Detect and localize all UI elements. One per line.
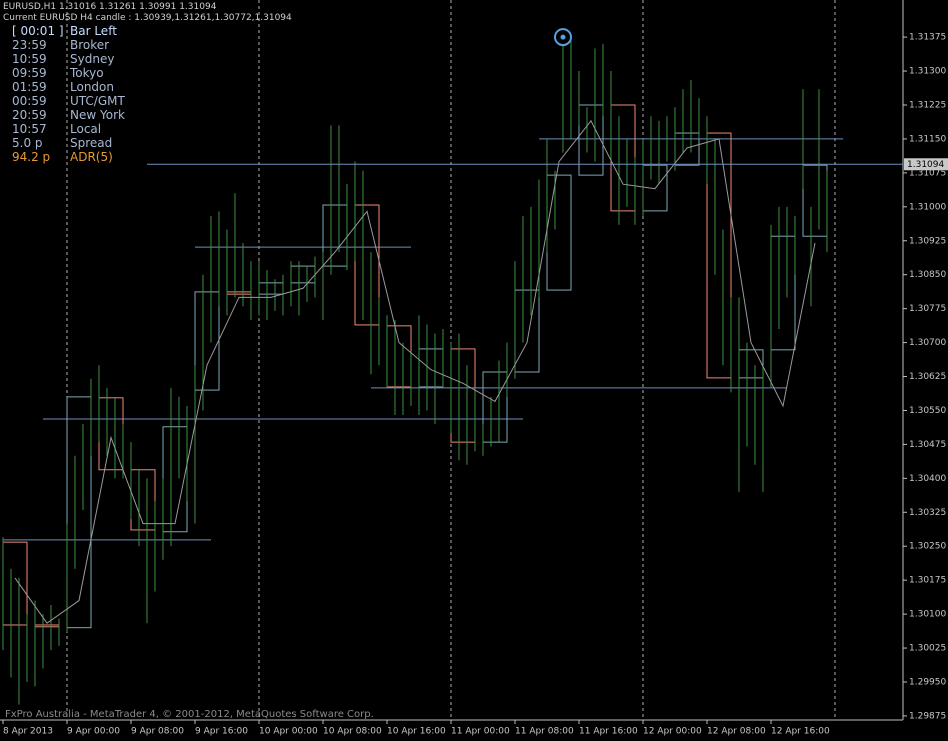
h4-candle <box>802 164 828 237</box>
y-tick-label: 1.30250 <box>909 542 946 552</box>
info-row: [ 00:01 ] Bar Left <box>12 24 125 38</box>
info-row: 10:57 Local <box>12 122 125 136</box>
x-tick-label: 11 Apr 16:00 <box>579 727 638 737</box>
info-label: UTC/GMT <box>70 94 125 108</box>
x-tick-label: 10 Apr 00:00 <box>259 727 318 737</box>
y-tick-label: 1.30475 <box>909 440 946 450</box>
info-label: London <box>70 80 114 94</box>
y-tick-label: 1.29950 <box>909 677 946 687</box>
x-tick-label: 9 Apr 00:00 <box>67 727 120 737</box>
y-tick-label: 1.31000 <box>909 202 946 212</box>
h4-candle <box>674 132 700 166</box>
y-tick-label: 1.30100 <box>909 610 946 620</box>
h4-candle <box>610 104 636 212</box>
info-value: 20:59 <box>12 108 47 122</box>
h4-candle <box>578 104 604 176</box>
x-tick-label: 10 Apr 08:00 <box>323 727 382 737</box>
x-tick-label: 8 Apr 2013 <box>3 727 53 737</box>
y-tick-label: 1.30175 <box>909 576 946 586</box>
h4-candle <box>194 291 220 391</box>
header: EURUSD,H1 1.31016 1.31261 1.30991 1.3109… <box>3 2 292 24</box>
current-price-label: 1.31094 <box>907 160 944 170</box>
info-value: 10:59 <box>12 52 47 66</box>
x-tick-label: 11 Apr 08:00 <box>515 727 574 737</box>
info-row: 5.0 p Spread <box>12 136 125 150</box>
info-value: 01:59 <box>12 80 47 94</box>
y-tick-label: 1.30625 <box>909 372 946 382</box>
y-tick-label: 1.30775 <box>909 304 946 314</box>
info-row: 20:59 New York <box>12 108 125 122</box>
info-label: Local <box>70 122 102 136</box>
info-value: 00:59 <box>12 94 47 108</box>
x-tick-label: 10 Apr 16:00 <box>387 727 446 737</box>
info-row: 01:59 London <box>12 80 125 94</box>
info-label: Broker <box>70 38 110 52</box>
info-value: 10:57 <box>12 122 47 136</box>
x-tick-label: 9 Apr 08:00 <box>131 727 184 737</box>
x-tick-label: 12 Apr 00:00 <box>643 727 702 737</box>
info-panel: [ 00:01 ] Bar Left 23:59 Broker 10:59 Sydney 0… <box>12 24 125 164</box>
info-label: Bar Left <box>70 24 117 38</box>
h4-candle <box>706 132 732 379</box>
info-row: 09:59 Tokyo <box>12 66 125 80</box>
h4-candle <box>770 235 796 351</box>
info-row: 10:59 Sydney <box>12 52 125 66</box>
h4-candle <box>418 348 444 388</box>
info-value: [ 00:01 ] <box>12 24 64 38</box>
info-label: Tokyo <box>70 66 104 80</box>
copyright: FxPro Australia - MetaTrader 4, © 2001-2… <box>5 709 374 720</box>
info-row: 00:59 UTC/GMT <box>12 94 125 108</box>
y-tick-label: 1.30850 <box>909 270 946 280</box>
x-tick-label: 9 Apr 16:00 <box>195 727 248 737</box>
y-tick-label: 1.30400 <box>909 474 946 484</box>
h4-candle <box>162 426 188 533</box>
h4-candle <box>546 174 572 291</box>
info-value: 5.0 p <box>12 136 43 150</box>
h4-candle <box>450 348 476 443</box>
info-label: ADR(5) <box>70 150 113 164</box>
x-tick-label: 11 Apr 00:00 <box>451 727 510 737</box>
h4-candle <box>738 349 764 379</box>
h4-candle <box>258 282 284 295</box>
y-tick-label: 1.30025 <box>909 644 946 654</box>
h4-candle <box>482 371 508 443</box>
h4-candle <box>514 289 540 373</box>
info-label: Sydney <box>70 52 115 66</box>
h4-candle <box>322 204 348 267</box>
h4-candle <box>2 541 28 626</box>
y-tick-label: 1.31075 <box>909 168 946 178</box>
current-price-box <box>904 158 948 171</box>
y-tick-label: 1.31225 <box>909 100 946 110</box>
info-value: 23:59 <box>12 38 47 52</box>
y-tick-label: 1.31300 <box>909 67 946 77</box>
h4-candle <box>290 265 316 284</box>
h4-candle-line: Current EURUSD H4 candle : 1.30939,1.312… <box>3 13 292 23</box>
h4-candle <box>66 396 92 629</box>
info-row: 94.2 p ADR(5) <box>12 150 125 164</box>
h4-candle <box>226 291 252 295</box>
high-marker-dot <box>560 34 566 40</box>
y-tick-label: 1.29875 <box>909 711 946 721</box>
y-tick-label: 1.31375 <box>909 33 946 43</box>
y-tick-label: 1.30700 <box>909 338 946 348</box>
y-tick-label: 1.30925 <box>909 236 946 246</box>
x-tick-label: 12 Apr 08:00 <box>707 727 766 737</box>
high-marker <box>554 28 572 47</box>
info-value: 09:59 <box>12 66 47 80</box>
info-label: New York <box>70 108 125 122</box>
symbol-line: EURUSD,H1 1.31016 1.31261 1.30991 1.3109… <box>3 2 217 12</box>
h4-candle <box>354 204 380 326</box>
h4-candle <box>34 624 60 628</box>
info-label: Spread <box>70 136 113 150</box>
h4-candle <box>386 325 412 388</box>
x-tick-label: 12 Apr 16:00 <box>771 727 830 737</box>
y-tick-label: 1.30325 <box>909 508 946 518</box>
info-row: 23:59 Broker <box>12 38 125 52</box>
y-tick-label: 1.31150 <box>909 134 946 144</box>
y-tick-label: 1.30550 <box>909 406 946 416</box>
moving-average <box>14 119 816 624</box>
info-value: 94.2 p <box>12 150 51 164</box>
